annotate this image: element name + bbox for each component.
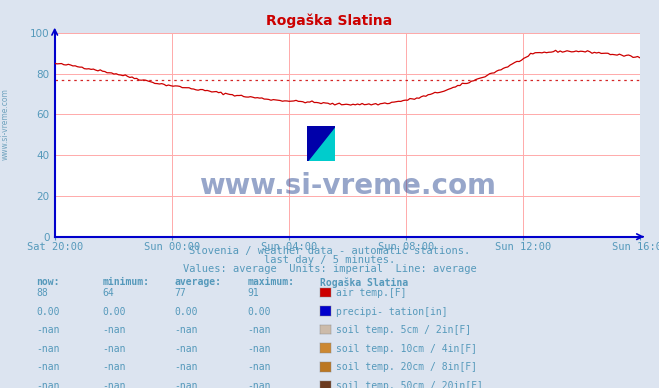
Polygon shape [307, 126, 335, 161]
Text: precipi- tation[in]: precipi- tation[in] [336, 307, 447, 317]
Polygon shape [307, 126, 335, 161]
Text: 91: 91 [247, 288, 259, 298]
Text: -nan: -nan [175, 362, 198, 372]
Text: www.si-vreme.com: www.si-vreme.com [199, 172, 496, 200]
Text: 64: 64 [102, 288, 114, 298]
Text: -nan: -nan [247, 325, 271, 335]
Text: -nan: -nan [102, 325, 126, 335]
Text: soil temp. 50cm / 20in[F]: soil temp. 50cm / 20in[F] [336, 381, 483, 388]
Text: 0.00: 0.00 [36, 307, 60, 317]
Text: 77: 77 [175, 288, 186, 298]
Text: -nan: -nan [175, 325, 198, 335]
Text: minimum:: minimum: [102, 277, 149, 288]
Text: -nan: -nan [247, 344, 271, 354]
Text: -nan: -nan [36, 362, 60, 372]
Text: -nan: -nan [102, 362, 126, 372]
Text: Rogaška Slatina: Rogaška Slatina [266, 14, 393, 28]
Text: maximum:: maximum: [247, 277, 294, 288]
Text: -nan: -nan [102, 344, 126, 354]
Text: 88: 88 [36, 288, 48, 298]
Text: -nan: -nan [36, 381, 60, 388]
Text: 0.00: 0.00 [175, 307, 198, 317]
Text: -nan: -nan [102, 381, 126, 388]
Text: soil temp. 10cm / 4in[F]: soil temp. 10cm / 4in[F] [336, 344, 477, 354]
Text: -nan: -nan [36, 325, 60, 335]
Text: last day / 5 minutes.: last day / 5 minutes. [264, 255, 395, 265]
Text: Slovenia / weather data - automatic stations.: Slovenia / weather data - automatic stat… [189, 246, 470, 256]
Text: -nan: -nan [36, 344, 60, 354]
Text: -nan: -nan [175, 381, 198, 388]
Text: now:: now: [36, 277, 60, 288]
Text: soil temp. 20cm / 8in[F]: soil temp. 20cm / 8in[F] [336, 362, 477, 372]
Text: www.si-vreme.com: www.si-vreme.com [1, 88, 10, 160]
Text: Values: average  Units: imperial  Line: average: Values: average Units: imperial Line: av… [183, 264, 476, 274]
Text: -nan: -nan [175, 344, 198, 354]
Polygon shape [307, 126, 335, 161]
Text: -nan: -nan [247, 381, 271, 388]
Text: average:: average: [175, 277, 221, 288]
Text: 0.00: 0.00 [247, 307, 271, 317]
Text: air temp.[F]: air temp.[F] [336, 288, 407, 298]
Text: 0.00: 0.00 [102, 307, 126, 317]
Text: -nan: -nan [247, 362, 271, 372]
Text: soil temp. 5cm / 2in[F]: soil temp. 5cm / 2in[F] [336, 325, 471, 335]
Text: Rogaška Slatina: Rogaška Slatina [320, 277, 408, 288]
